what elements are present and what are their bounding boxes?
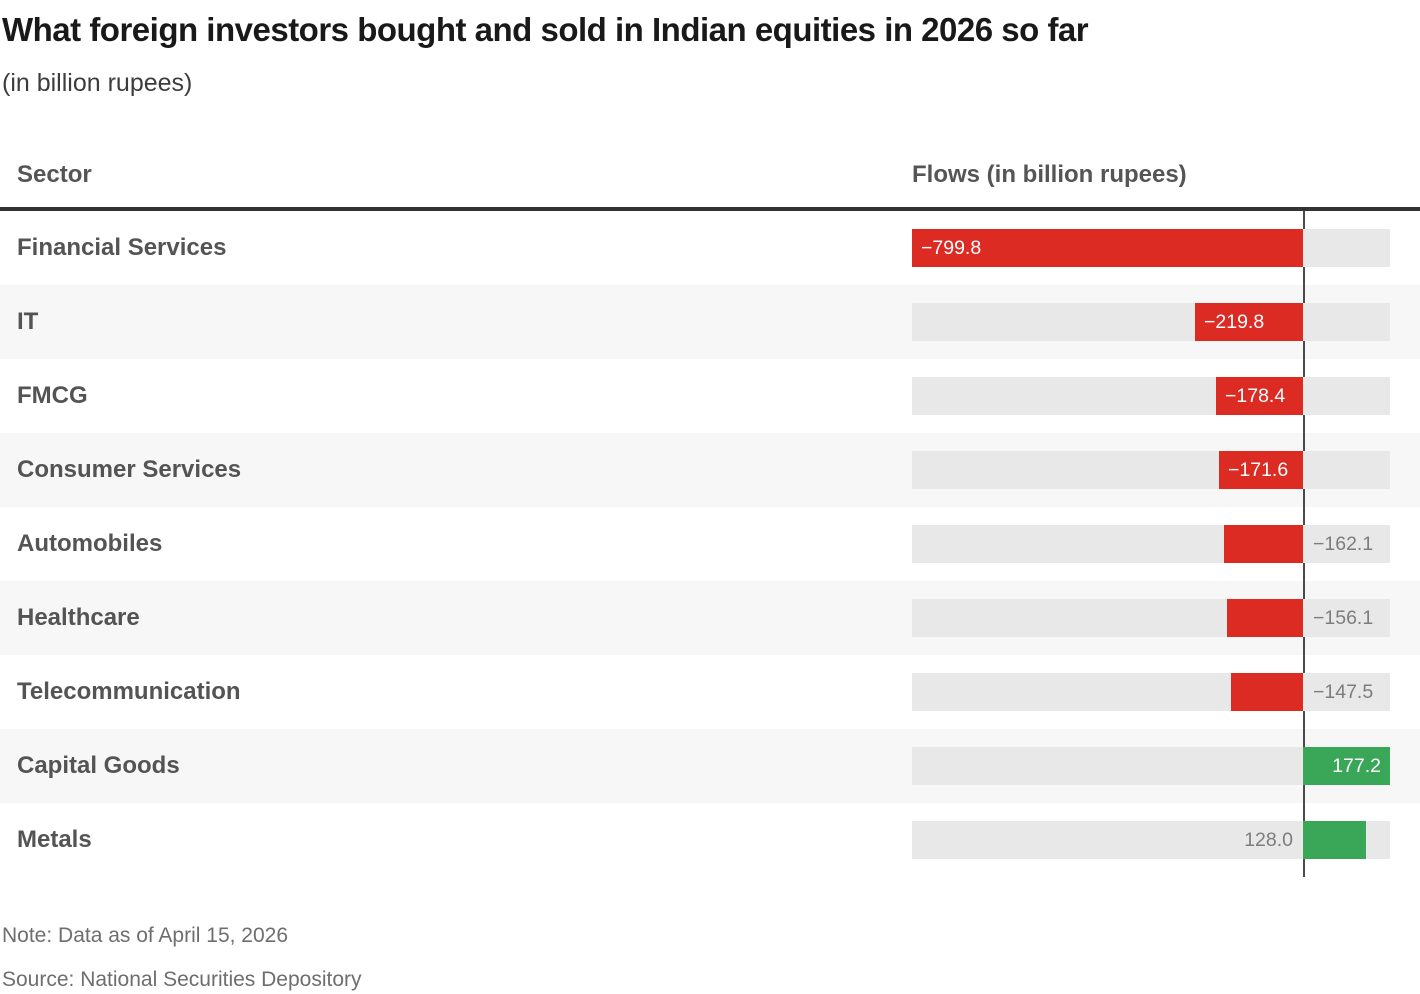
bar-track: −147.5 — [912, 673, 1390, 711]
sector-label: Financial Services — [17, 234, 227, 261]
table-row: Consumer Services −171.6 — [0, 433, 1420, 507]
inflow-bar — [1303, 747, 1390, 785]
table-row: Telecommunication −147.5 — [0, 655, 1420, 729]
flows-column-header: Flows (in billion rupees) — [912, 161, 1187, 188]
flow-value-label: −156.1 — [1313, 607, 1374, 629]
page-subtitle: (in billion rupees) — [2, 69, 193, 97]
flow-value-label: −219.8 — [1204, 311, 1265, 333]
table-header: Sector Flows (in billion rupees) — [0, 160, 1420, 211]
inflow-bar — [1303, 821, 1366, 859]
bar-chart-rows: Financial Services −799.8 IT −219.8 FMCG −178… — [0, 211, 1420, 877]
bar-track: 128.0 — [912, 821, 1390, 859]
outflow-bar — [1231, 673, 1303, 711]
bar-track: −219.8 — [912, 303, 1390, 341]
flow-value-label: −799.8 — [921, 237, 982, 259]
bar-track: −156.1 — [912, 599, 1390, 637]
sector-label: Telecommunication — [17, 678, 241, 705]
page-title: What foreign investors bought and sold i… — [2, 11, 1089, 48]
bar-track: 177.2 — [912, 747, 1390, 785]
table-row: Capital Goods 177.2 — [0, 729, 1420, 803]
flow-value-label: −162.1 — [1313, 533, 1374, 555]
bar-track: −178.4 — [912, 377, 1390, 415]
outflow-bar — [1219, 451, 1303, 489]
source-line: Source: National Securities Depository — [2, 968, 362, 991]
sector-label: Automobiles — [17, 530, 163, 557]
sector-label: Healthcare — [17, 604, 140, 631]
footnote: Note: Data as of April 15, 2026 — [2, 924, 289, 947]
outflow-bar — [1227, 599, 1303, 637]
table-row: Automobiles −162.1 — [0, 507, 1420, 581]
flow-value-label: −171.6 — [1228, 459, 1289, 481]
sector-label: Metals — [17, 826, 92, 853]
flow-value-label: 177.2 — [1332, 755, 1381, 777]
table-row: Healthcare −156.1 — [0, 581, 1420, 655]
outflow-bar — [912, 229, 1303, 267]
sector-label: IT — [17, 308, 39, 335]
outflow-bar — [1195, 303, 1303, 341]
table-row: Metals 128.0 — [0, 803, 1420, 877]
sector-label: Capital Goods — [17, 752, 180, 779]
table-row: FMCG −178.4 — [0, 359, 1420, 433]
outflow-bar — [1224, 525, 1303, 563]
bar-track: −171.6 — [912, 451, 1390, 489]
table-row: IT −219.8 — [0, 285, 1420, 359]
sector-column-header: Sector — [17, 161, 92, 188]
flow-value-label: −147.5 — [1313, 681, 1374, 703]
flow-value-label: 128.0 — [1244, 829, 1293, 851]
table-row: Financial Services −799.8 — [0, 211, 1420, 285]
sector-label: Consumer Services — [17, 456, 242, 483]
sector-label: FMCG — [17, 382, 88, 409]
bar-track: −799.8 — [912, 229, 1390, 267]
outflow-bar — [1216, 377, 1303, 415]
bar-track: −162.1 — [912, 525, 1390, 563]
flow-value-label: −178.4 — [1225, 385, 1286, 407]
